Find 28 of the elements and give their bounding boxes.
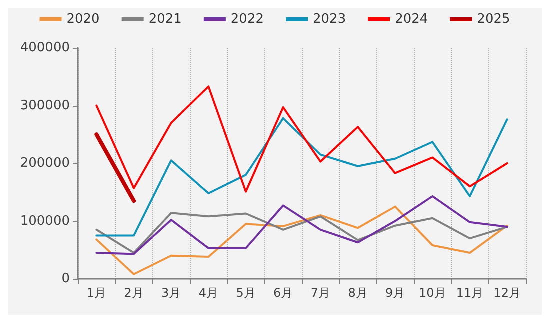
x-tick-label: 7月 <box>310 286 330 300</box>
line-series <box>96 117 508 237</box>
y-tick-label: 200000 <box>20 156 70 171</box>
y-tick-label: 300000 <box>20 98 70 114</box>
x-tick-label: 2月 <box>124 286 144 300</box>
x-tick-label: 12月 <box>494 286 521 300</box>
legend-label: 2020 <box>66 12 100 27</box>
line-series <box>96 206 508 276</box>
line-series <box>96 86 508 193</box>
y-tick-label: 0 <box>62 272 70 286</box>
legend-label: 2024 <box>395 12 428 27</box>
y-tick-label: 100000 <box>20 214 70 229</box>
line-series <box>96 212 508 254</box>
legend-label: 2023 <box>313 12 346 27</box>
x-tick-label: 5月 <box>236 286 256 300</box>
legend-label: 2025 <box>477 12 510 27</box>
x-tick-label: 10月 <box>419 286 446 300</box>
x-tick-label: 1月 <box>86 286 106 300</box>
line-series <box>96 195 508 256</box>
x-tick-label: 6月 <box>274 286 294 300</box>
x-tick-label: 9月 <box>386 286 406 300</box>
x-tick-label: 4月 <box>198 286 218 300</box>
legend-label: 2022 <box>230 12 264 27</box>
x-tick-label: 11月 <box>456 286 484 300</box>
x-tick-label: 3月 <box>162 286 182 300</box>
y-tick-label: 400000 <box>20 40 70 56</box>
x-tick-label: 8月 <box>348 286 368 300</box>
legend-label: 2021 <box>148 12 182 27</box>
